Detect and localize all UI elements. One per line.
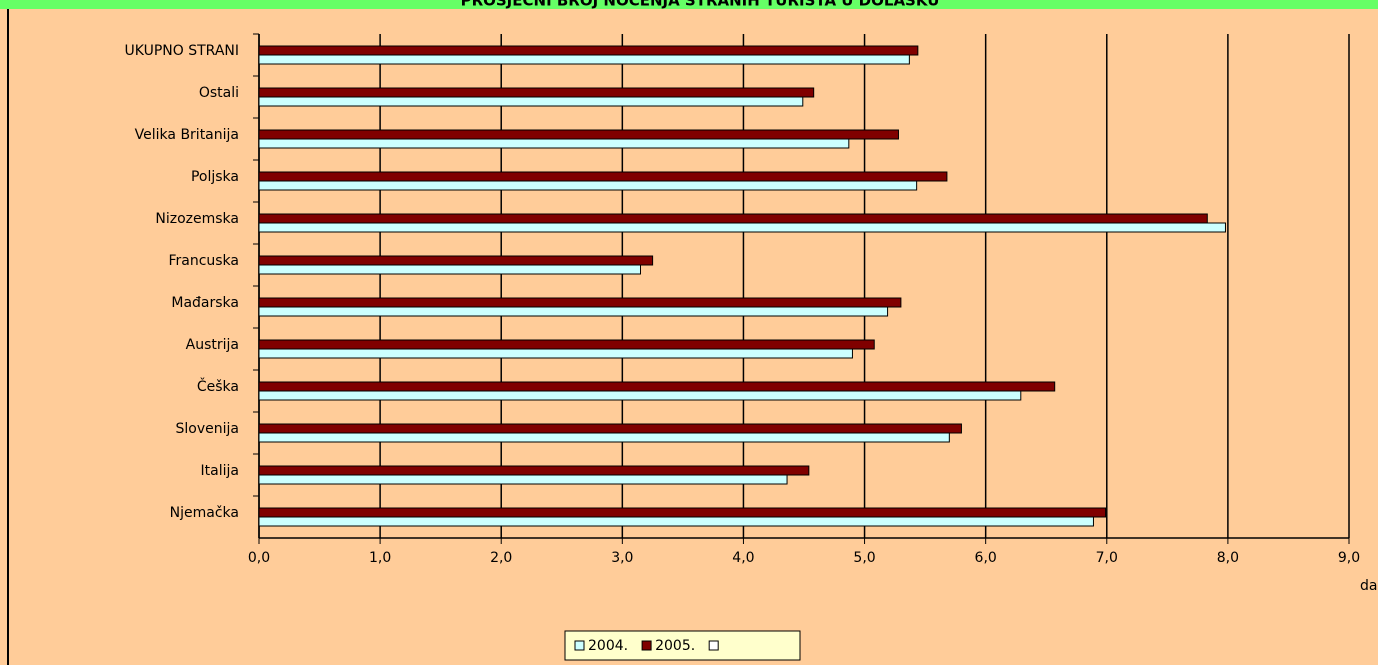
y-tick-label: Velika Britanija [135, 127, 239, 143]
x-tick-label: 3,0 [611, 550, 633, 566]
x-tick-label: 7,0 [1096, 550, 1118, 566]
bar [258, 306, 889, 317]
bar [258, 381, 1056, 392]
y-tick-label: UKUPNO STRANI [125, 43, 239, 59]
bar [258, 54, 910, 65]
chart-title: PROSJEČNI BROJ NOĆENJA STRANIH TURISTA U… [461, 0, 940, 10]
bar [258, 297, 902, 308]
bar [258, 129, 899, 140]
y-tick-label: Poljska [191, 169, 239, 185]
bar [258, 222, 1226, 233]
bar [258, 96, 804, 107]
x-tick-label: 0,0 [248, 550, 270, 566]
legend-swatch [574, 640, 585, 651]
bar [258, 465, 810, 476]
top-strip [0, 0, 1378, 9]
bar [258, 138, 850, 149]
bar [258, 432, 950, 443]
y-tick-label: Austrija [186, 337, 239, 353]
bar [258, 348, 853, 359]
y-tick-label: Italija [201, 463, 239, 479]
x-tick-label: 8,0 [1217, 550, 1239, 566]
x-tick-label: 2,0 [490, 550, 512, 566]
bar [258, 180, 918, 191]
legend-box [564, 630, 801, 661]
bar [258, 339, 875, 350]
x-tick-label: 9,0 [1338, 550, 1360, 566]
x-axis-label: dani [1360, 578, 1378, 594]
x-tick-label: 4,0 [732, 550, 754, 566]
bar [258, 507, 1107, 518]
legend-label: 2005. [655, 638, 695, 654]
y-tick-label: Francuska [168, 253, 239, 269]
y-tick-label: Ostali [199, 85, 239, 101]
bar [258, 171, 948, 182]
y-tick-label: Nizozemska [155, 211, 239, 227]
bar [258, 390, 1022, 401]
legend-swatch [708, 640, 719, 651]
y-tick-label: Češka [197, 377, 239, 395]
y-tick-label: Mađarska [171, 295, 239, 311]
legend-label: 2004. [588, 638, 628, 654]
legend-swatch [641, 640, 652, 651]
y-tick-label: Slovenija [176, 421, 239, 437]
bar [258, 423, 962, 434]
y-tick-label: Njemačka [170, 505, 239, 521]
bar [258, 474, 788, 485]
x-tick-label: 1,0 [369, 550, 391, 566]
bar [258, 264, 641, 275]
bar [258, 45, 919, 56]
bar [258, 516, 1094, 527]
bar [258, 213, 1208, 224]
x-tick-label: 5,0 [853, 550, 875, 566]
bar [258, 87, 815, 98]
bar [258, 255, 654, 266]
x-tick-label: 6,0 [975, 550, 997, 566]
